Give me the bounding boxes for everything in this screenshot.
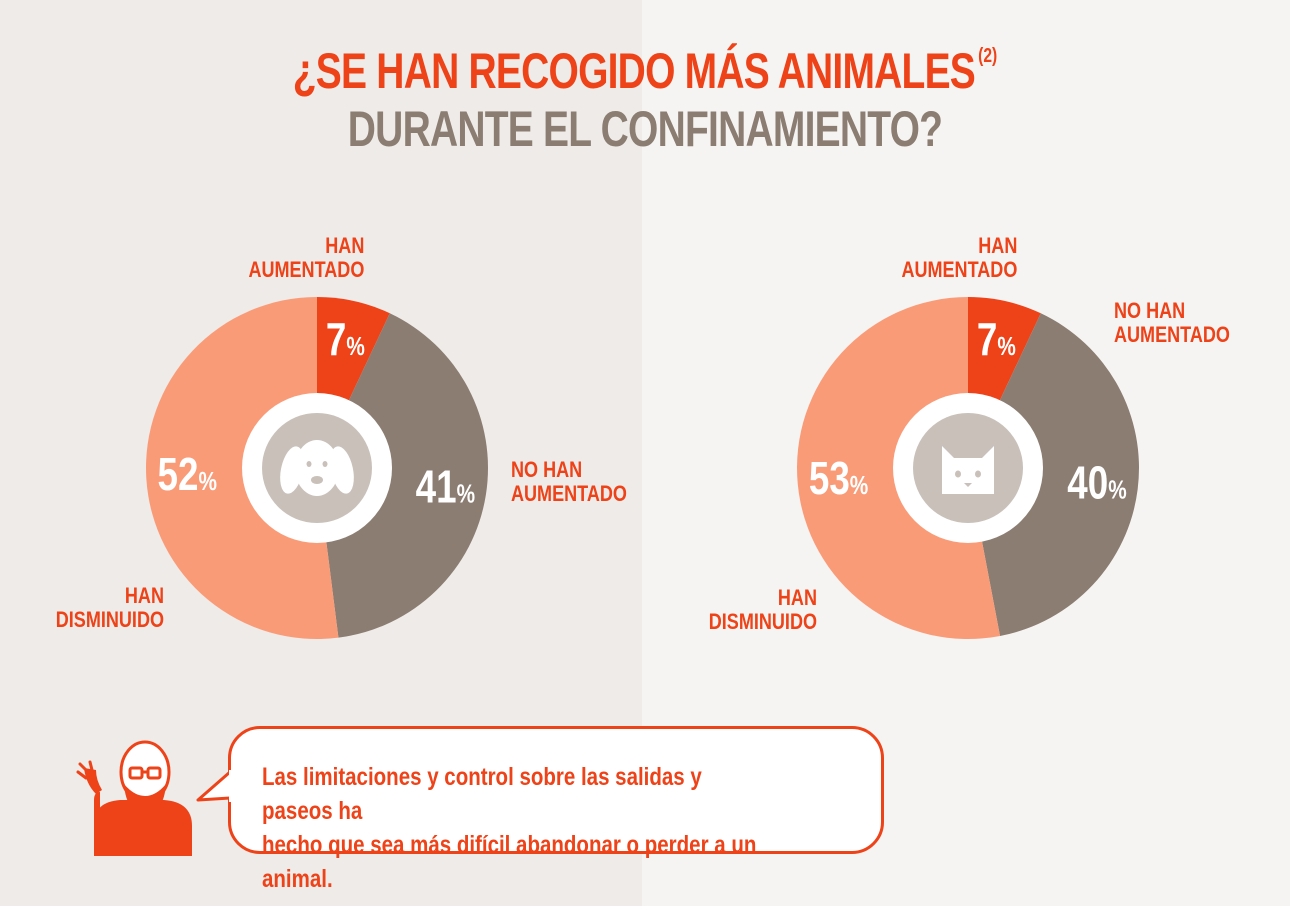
footnote-marker: (2) <box>978 45 998 67</box>
dog-slice-no-aumentado <box>317 313 489 638</box>
chart1-label-no-aumentado: NO HAN AUMENTADO <box>511 457 627 506</box>
cat-icon <box>942 446 994 494</box>
speech-bubble <box>228 726 884 854</box>
glasses-icon <box>128 766 162 780</box>
chart1-label-disminuido: HAN DISMINUIDO <box>55 583 164 632</box>
cat-percent-label-disminuido: 53% <box>809 452 868 504</box>
title-line-1: ¿SE HAN RECOGIDO MÁS ANIMALES (2) <box>292 43 998 99</box>
speech-bubble-tail <box>196 770 235 802</box>
dog-donut-chart: 7% 41% 52% <box>146 297 489 639</box>
cat-percent-label-aumentado: 7% <box>977 313 1016 365</box>
cat-percent-label-no-aumentado: 40% <box>1067 456 1126 508</box>
dog-icon <box>280 440 354 496</box>
dog-percent-label-no-aumentado: 41% <box>416 460 475 512</box>
chart1-label-aumentado: HAN AUMENTADO <box>248 233 364 282</box>
quote-text: Las limitaciones y control sobre las sal… <box>262 763 757 893</box>
dog-percent-label-disminuido: 52% <box>158 448 217 500</box>
beard <box>124 784 166 816</box>
cat-donut-chart: 7% 40% 53% <box>797 297 1139 639</box>
torso <box>94 800 192 856</box>
chart2-label-aumentado: HAN AUMENTADO <box>901 233 1017 282</box>
chart2-label-no-aumentado: NO HAN AUMENTADO <box>1114 298 1230 347</box>
title-line-2: DURANTE EL CONFINAMIENTO? <box>347 101 943 157</box>
cat-slice-no-aumentado <box>968 313 1139 636</box>
dog-percent-label-aumentado: 7% <box>326 313 365 365</box>
person-illustration <box>76 740 192 856</box>
chart2-label-disminuido: HAN DISMINUIDO <box>708 585 817 634</box>
